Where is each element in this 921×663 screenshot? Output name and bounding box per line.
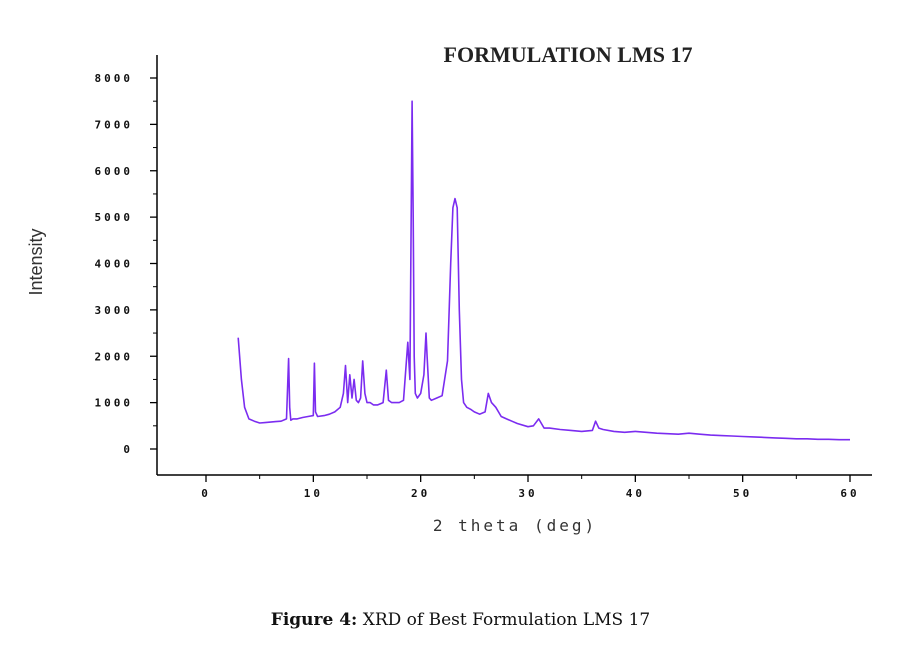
xrd-chart: FORMULATION LMS 17 010002000300040005000… <box>26 42 872 535</box>
x-axis-label: 2 theta (deg) <box>433 516 597 535</box>
x-tick-label: 20 <box>411 487 430 500</box>
y-tick-label: 8000 <box>95 72 134 85</box>
y-tick-label: 0 <box>123 443 133 456</box>
y-tick-label: 7000 <box>95 118 134 131</box>
y-tick-label: 1000 <box>95 397 134 410</box>
x-tick-label: 60 <box>840 487 859 500</box>
y-ticks: 0 1000 2000 3000 4000 5000 6000 7000 8000 <box>95 72 157 456</box>
y-tick-label: 6000 <box>95 165 134 178</box>
y-axis-label: Intensity <box>26 228 46 295</box>
y-tick-label: 5000 <box>95 211 134 224</box>
caption-text: XRD of Best Formulation LMS 17 <box>357 610 651 630</box>
y-tick-label: 4000 <box>95 258 134 271</box>
axes <box>156 55 872 476</box>
figure-caption: Figure 4: XRD of Best Formulation LMS 17 <box>0 610 921 630</box>
y-tick-label: 3000 <box>95 304 134 317</box>
x-tick-label: 30 <box>518 487 537 500</box>
x-ticks: 0 10 20 30 40 50 60 <box>201 475 859 500</box>
xrd-series-line <box>237 100 850 441</box>
x-tick-label: 50 <box>733 487 752 500</box>
chart-title: FORMULATION LMS 17 <box>444 42 693 67</box>
caption-label: Figure 4: <box>270 610 358 630</box>
y-tick-label: 2000 <box>95 350 134 363</box>
x-tick-label: 40 <box>626 487 645 500</box>
x-tick-label: 10 <box>304 487 323 500</box>
x-tick-label: 0 <box>201 487 211 500</box>
